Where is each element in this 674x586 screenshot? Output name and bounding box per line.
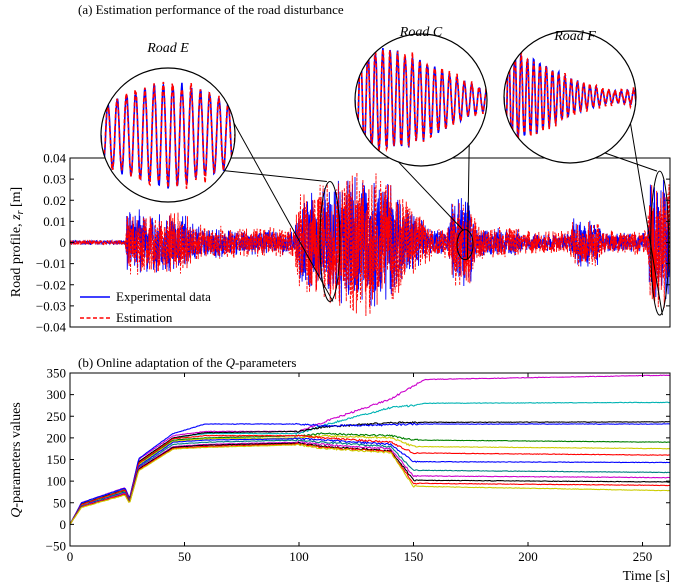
zoom-circle-border	[354, 33, 488, 167]
zoom-source-ellipse	[456, 229, 474, 261]
panel-a-legend: Experimental data Estimation	[80, 289, 211, 325]
panel-b-y-tick-label: 350	[47, 366, 67, 381]
panel-b-y-tick-label: −50	[46, 539, 66, 554]
panel-a-y-axis: −0.04 −0.03 −0.02 −0.01 0 0.01 0.02 0.03 0.04	[36, 151, 670, 335]
panel-b-plot-frame	[69, 372, 671, 547]
panel-b-series-line	[70, 438, 670, 525]
panel-a-zoom-insets: Road E Road C Road F	[100, 25, 670, 316]
zoom-source-ellipse	[319, 180, 341, 302]
panel-b-x-tick-label: 250	[633, 549, 653, 564]
panel-b-x-tick-label: 0	[67, 549, 74, 564]
legend-label-estimation: Estimation	[116, 310, 173, 325]
panel-b-x-tick-label: 200	[518, 549, 538, 564]
zoom-circle-border	[100, 67, 236, 203]
panel-b-y-tick-label: 200	[47, 430, 67, 445]
panel-a-y-tick-label: −0.04	[36, 320, 67, 335]
panel-a-y-tick-label: 0.04	[43, 151, 66, 166]
panel-b-x-axis-label: Time [s]	[623, 569, 670, 584]
panel-b-series-line	[70, 374, 670, 525]
panel-b-series-line	[70, 440, 670, 525]
panel-b-y-tick-label: 0	[60, 517, 67, 532]
panel-b-x-tick-label: 50	[178, 549, 191, 564]
zoom-series-line	[504, 50, 636, 147]
zoom-series-line	[101, 81, 235, 189]
panel-b-y-tick-label: 100	[47, 474, 67, 489]
panel-b-series-group	[70, 374, 670, 525]
panel-b-series-line	[70, 434, 670, 525]
panel-b-series-line	[70, 401, 670, 525]
panel-a: (a) Estimation performance of the road d…	[9, 2, 671, 335]
panel-b-series-line	[70, 442, 670, 525]
panel-b-series-line	[70, 422, 670, 525]
zoom-inset-2: Road F	[503, 29, 670, 316]
panel-b-y-axis: −50 0 50 100 150 200 250 300 350	[46, 366, 670, 554]
zoom-circle-border	[503, 30, 637, 164]
zoom-label: Road C	[399, 25, 443, 40]
zoom-series-line	[355, 49, 487, 153]
zoom-inset-1: Road C	[354, 25, 488, 261]
panel-b: (b) Online adaptation of the Q-parameter…	[9, 355, 671, 584]
panel-b-series-line	[70, 443, 670, 525]
panel-a-series-line	[70, 172, 670, 317]
panel-a-y-tick-label: 0.02	[43, 193, 66, 208]
zoom-label: Road E	[146, 41, 189, 56]
panel-a-y-tick-label: 0	[60, 235, 67, 250]
panel-b-y-tick-label: 150	[47, 452, 67, 467]
panel-b-y-tick-label: 250	[47, 409, 67, 424]
zoom-inset-0: Road E	[100, 41, 341, 302]
zoom-connector	[217, 94, 334, 302]
panel-a-y-tick-label: −0.03	[36, 298, 66, 313]
panel-b-y-tick-label: 300	[47, 387, 67, 402]
panel-b-title: (b) Online adaptation of the Q-parameter…	[78, 355, 296, 370]
panel-b-x-axis: 0 50 100 150 200 250	[67, 373, 653, 564]
panel-b-x-tick-label: 100	[289, 549, 309, 564]
panel-a-title: (a) Estimation performance of the road d…	[78, 2, 344, 17]
panel-a-y-tick-label: 0.03	[43, 172, 66, 187]
panel-b-series-line	[70, 421, 670, 525]
zoom-label: Road F	[553, 29, 596, 44]
panel-a-y-tick-label: −0.01	[36, 256, 66, 271]
panel-b-series-line	[70, 432, 670, 525]
legend-label-experimental: Experimental data	[116, 289, 211, 304]
panel-b-y-axis-label: Q-parameters values	[9, 402, 24, 517]
panel-b-series-line	[70, 437, 670, 525]
panel-b-series-line	[70, 434, 670, 525]
panel-b-y-tick-label: 50	[53, 495, 66, 510]
panel-b-x-tick-label: 150	[404, 549, 424, 564]
panel-a-y-axis-label: Road profile, zr [m]	[9, 187, 26, 297]
panel-a-series-group	[70, 172, 670, 317]
panel-a-y-tick-label: −0.02	[36, 277, 66, 292]
panel-a-y-tick-label: 0.01	[43, 214, 66, 229]
